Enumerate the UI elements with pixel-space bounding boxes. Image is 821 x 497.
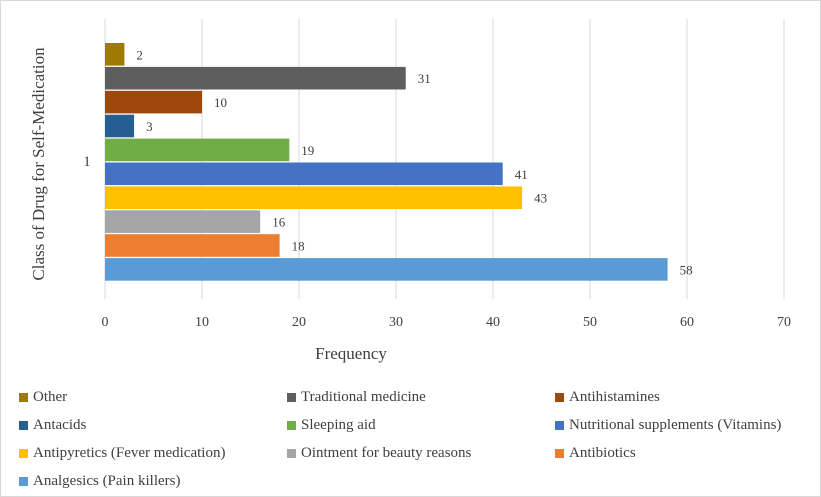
legend-item: Antihistamines bbox=[555, 387, 819, 408]
data-label: 41 bbox=[515, 167, 528, 182]
legend-label: Traditional medicine bbox=[301, 389, 426, 405]
x-tick-label: 30 bbox=[389, 315, 403, 330]
legend-item: Nutritional supplements (Vitamins) bbox=[555, 415, 819, 436]
data-label: 10 bbox=[214, 95, 227, 110]
legend-item: Ointment for beauty reasons bbox=[287, 443, 555, 464]
legend-swatch bbox=[555, 393, 564, 402]
x-tick-label: 20 bbox=[292, 315, 306, 330]
legend-item: Sleeping aid bbox=[287, 415, 555, 436]
x-axis-title: Frequency bbox=[315, 344, 387, 363]
legend-label: Other bbox=[33, 389, 68, 405]
x-tick-label: 0 bbox=[102, 315, 109, 330]
legend: Other Traditional medicine Antihistamines A… bbox=[19, 387, 819, 492]
legend-item: Antibiotics bbox=[555, 443, 819, 464]
bar bbox=[105, 162, 503, 186]
bar bbox=[105, 186, 523, 209]
y-axis-title: Class of Drug for Self-Medication bbox=[29, 47, 48, 281]
x-tick-label: 10 bbox=[195, 315, 209, 330]
data-label: 19 bbox=[301, 143, 314, 158]
legend-item: Antacids bbox=[19, 415, 287, 436]
data-label: 16 bbox=[272, 215, 286, 230]
bar bbox=[105, 43, 125, 66]
data-label: 3 bbox=[146, 119, 153, 134]
category-label: 1 bbox=[83, 154, 91, 170]
data-label: 2 bbox=[136, 47, 143, 62]
legend-swatch bbox=[19, 393, 28, 402]
bar bbox=[105, 90, 202, 114]
legend-swatch bbox=[287, 421, 296, 430]
bar bbox=[105, 66, 406, 90]
bar bbox=[105, 210, 261, 233]
legend-label: Antibiotics bbox=[569, 445, 636, 461]
x-tick-label: 50 bbox=[583, 315, 597, 330]
legend-swatch bbox=[555, 449, 564, 458]
bar bbox=[105, 234, 280, 257]
bar bbox=[105, 114, 135, 138]
legend-swatch bbox=[19, 477, 28, 486]
legend-item: Antipyretics (Fever medication) bbox=[19, 443, 287, 464]
legend-item: Other bbox=[19, 387, 287, 408]
bar bbox=[105, 138, 290, 162]
legend-label: Antacids bbox=[33, 417, 87, 433]
bar bbox=[105, 258, 668, 281]
legend-swatch bbox=[287, 449, 296, 458]
legend-label: Nutritional supplements (Vitamins) bbox=[569, 417, 782, 433]
data-label: 18 bbox=[292, 239, 305, 254]
legend-label: Antipyretics (Fever medication) bbox=[33, 445, 226, 461]
x-tick-label: 40 bbox=[486, 315, 500, 330]
legend-label: Analgesics (Pain killers) bbox=[33, 473, 181, 489]
legend-swatch bbox=[555, 421, 564, 430]
legend-item: Traditional medicine bbox=[287, 387, 555, 408]
x-tick-label: 60 bbox=[680, 315, 694, 330]
legend-swatch bbox=[19, 421, 28, 430]
legend-label: Ointment for beauty reasons bbox=[301, 445, 472, 461]
data-label: 58 bbox=[680, 262, 693, 277]
legend-item: Analgesics (Pain killers) bbox=[19, 471, 287, 492]
legend-label: Sleeping aid bbox=[301, 417, 376, 433]
legend-swatch bbox=[19, 449, 28, 458]
legend-label: Antihistamines bbox=[569, 389, 660, 405]
data-label: 43 bbox=[534, 191, 547, 206]
x-tick-label: 70 bbox=[777, 315, 791, 330]
data-label: 31 bbox=[418, 71, 431, 86]
bar-chart: 2 31 10 3 19 41 43 16 18 58 0 10 20 30 40 50 60 70 Class… bbox=[29, 19, 791, 363]
legend-swatch bbox=[287, 393, 296, 402]
